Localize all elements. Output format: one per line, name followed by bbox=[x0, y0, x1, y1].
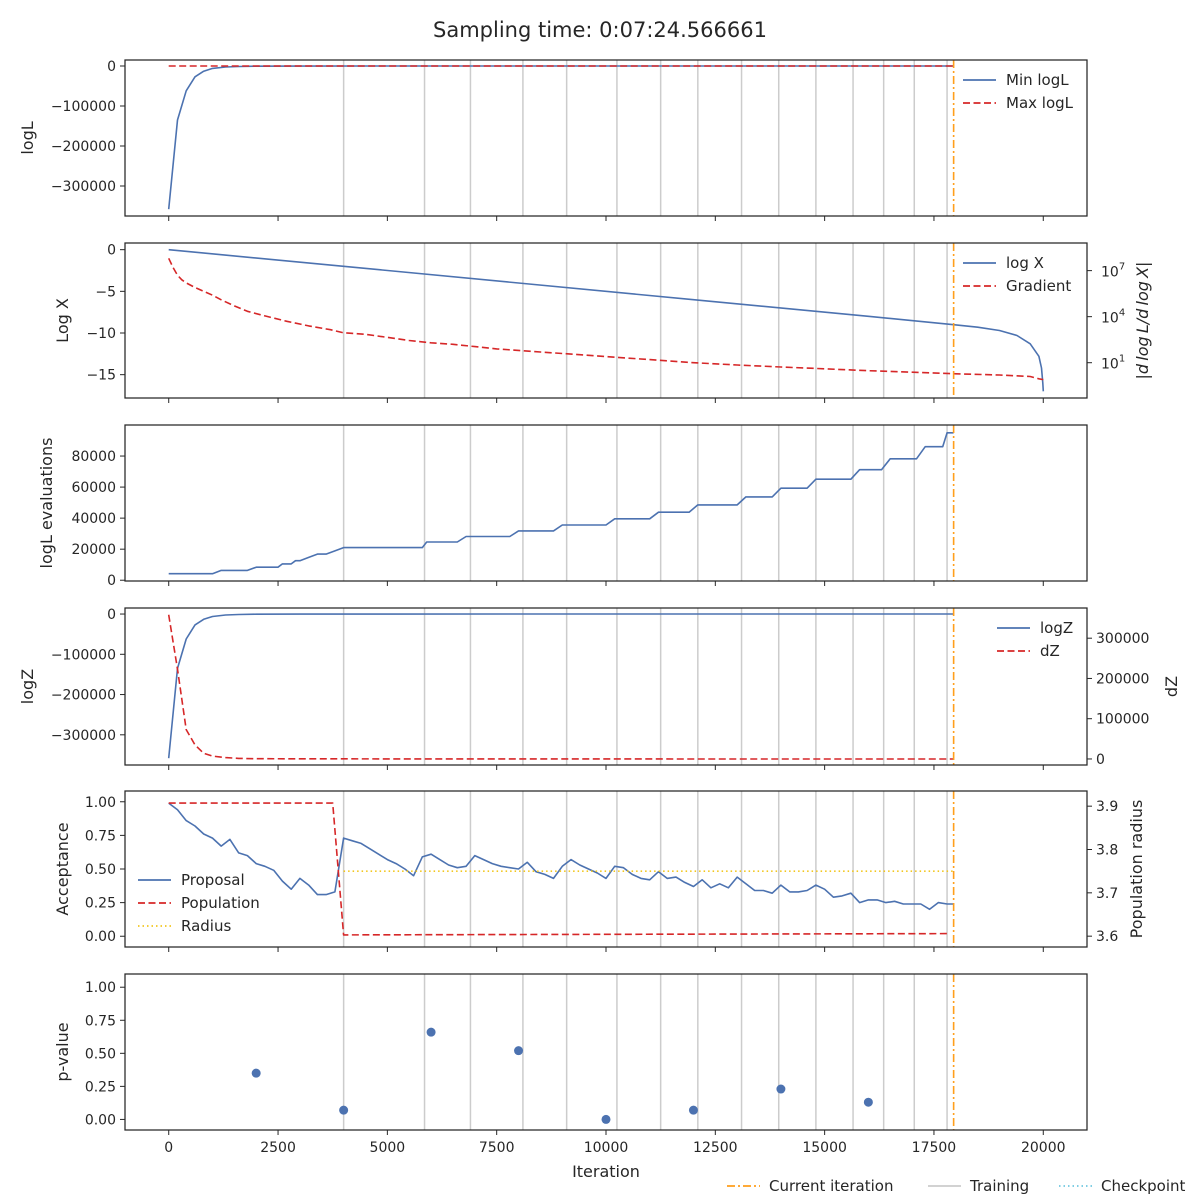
x-tick-label: 15000 bbox=[802, 1140, 847, 1156]
panel-pvalue: 0.00 0.25 0.50 0.75 1.00 0 2500 5000 7500 10000 12… bbox=[53, 973, 1088, 1181]
series-line-log-x bbox=[168, 248, 1045, 392]
series-line-dz bbox=[167, 614, 954, 760]
y-axis-label: logL evaluations bbox=[37, 438, 56, 569]
series-line-logz bbox=[167, 613, 954, 759]
y-tick-label: 0.50 bbox=[85, 1046, 116, 1062]
legend-label: Training bbox=[969, 1177, 1029, 1195]
data-point bbox=[863, 1097, 873, 1107]
y-axis-label: p-value bbox=[53, 1022, 72, 1081]
x-tick-label: 7500 bbox=[479, 1140, 515, 1156]
data-point bbox=[601, 1114, 611, 1124]
y-tick-label: 0.25 bbox=[85, 896, 116, 912]
panel-acceptance: 0.00 0.25 0.50 0.75 1.00 3.6 3.7 3.8 3.9 Acceptan… bbox=[53, 790, 1146, 952]
axes-frame bbox=[124, 242, 1088, 399]
y-tick-label: 0.00 bbox=[85, 1112, 116, 1128]
y-tick-label: −5 bbox=[95, 284, 116, 300]
y-tick-label: 40000 bbox=[71, 511, 116, 527]
y-tick-label: 0 bbox=[107, 59, 116, 75]
x-tick-label: 10000 bbox=[584, 1140, 629, 1156]
y-tick-label: 1.00 bbox=[85, 795, 116, 811]
data-point bbox=[776, 1084, 786, 1094]
legend-label: Current iteration bbox=[769, 1177, 893, 1195]
legend-label: dZ bbox=[1040, 642, 1060, 660]
legend-label: Proposal bbox=[181, 871, 245, 889]
x-axis-label: Iteration bbox=[572, 1162, 640, 1181]
y-tick-label: −300000 bbox=[51, 179, 116, 195]
y-tick-label: −100000 bbox=[51, 647, 116, 663]
y-tick-label: −15 bbox=[86, 368, 116, 384]
y2-axis-label: dZ bbox=[1162, 676, 1181, 697]
legend-label: Checkpoint bbox=[1101, 1177, 1186, 1195]
data-point bbox=[339, 1105, 349, 1115]
data-point bbox=[251, 1068, 261, 1078]
y-tick-label: 0 bbox=[107, 243, 116, 259]
legend-label: log X bbox=[1006, 254, 1044, 272]
axes-frame bbox=[124, 607, 1088, 766]
y-tick-label: 0.75 bbox=[85, 828, 116, 844]
x-tick-label: 2500 bbox=[260, 1140, 296, 1156]
y2-tick-label: 300000 bbox=[1096, 631, 1149, 647]
y-tick-label: 60000 bbox=[71, 480, 116, 496]
series-line-main bbox=[168, 431, 954, 575]
series-line-population bbox=[168, 802, 948, 936]
series-line-gradient bbox=[167, 257, 1044, 381]
x-tick-label: 17500 bbox=[912, 1140, 957, 1156]
legend-label: Min logL bbox=[1006, 71, 1069, 89]
y-tick-label: −10 bbox=[86, 326, 116, 342]
y2-axis-label: |d log L/d log X| bbox=[1133, 262, 1152, 380]
y2-tick-label: 3.9 bbox=[1096, 799, 1118, 815]
y-tick-label: 0.50 bbox=[85, 862, 116, 878]
panel-logX: 0 −5 −10 −15 107 104 101 Log X |d log L/d log X|… bbox=[53, 242, 1152, 403]
y2-tick-label: 3.7 bbox=[1096, 886, 1118, 902]
y2-tick-label: 101 bbox=[1101, 354, 1125, 373]
y-axis-label: logZ bbox=[18, 669, 37, 704]
legend-label: Radius bbox=[181, 917, 231, 935]
panel-logZ: 0 −100000 −200000 −300000 0 100000 200000 30000… bbox=[18, 607, 1181, 770]
y-tick-label: 0.00 bbox=[85, 929, 116, 945]
y-axis-label: logL bbox=[18, 121, 37, 154]
figure-legend: Current iteration Training Checkpoint bbox=[727, 1177, 1186, 1195]
data-point bbox=[688, 1105, 698, 1115]
y2-tick-label: 104 bbox=[1101, 308, 1125, 327]
data-point bbox=[426, 1027, 436, 1037]
figure-title: Sampling time: 0:07:24.566661 bbox=[433, 18, 767, 42]
x-tick-label: 0 bbox=[164, 1140, 173, 1156]
y-tick-label: 0.75 bbox=[85, 1013, 116, 1029]
data-point bbox=[514, 1046, 524, 1056]
legend-label: Gradient bbox=[1006, 277, 1071, 295]
y2-tick-label: 0 bbox=[1096, 752, 1105, 768]
y-tick-label: 80000 bbox=[71, 449, 116, 465]
series-line-min-logl bbox=[167, 65, 954, 210]
x-tick-label: 20000 bbox=[1021, 1140, 1066, 1156]
y2-tick-label: 107 bbox=[1101, 262, 1125, 281]
x-tick-label: 5000 bbox=[370, 1140, 406, 1156]
y-axis-label: Log X bbox=[53, 298, 72, 343]
axes-frame bbox=[124, 973, 1088, 1131]
legend-label: Max logL bbox=[1006, 94, 1074, 112]
y-tick-label: 0 bbox=[107, 607, 116, 623]
y2-axis-label: Population radius bbox=[1127, 800, 1146, 939]
y-tick-label: 20000 bbox=[71, 542, 116, 558]
panel-evaluations: 0 20000 40000 60000 80000 logL evaluations bbox=[37, 424, 1088, 589]
y-tick-label: 0.25 bbox=[85, 1079, 116, 1095]
axes-frame bbox=[124, 59, 1088, 217]
legend-label: Population bbox=[181, 894, 260, 912]
y-tick-label: −200000 bbox=[51, 688, 116, 704]
y-tick-label: 1.00 bbox=[85, 980, 116, 996]
panel-logL: 0 −100000 −200000 −300000 logL Min logL Max lo… bbox=[18, 59, 1088, 221]
y2-tick-label: 100000 bbox=[1096, 712, 1149, 728]
axes-frame bbox=[124, 424, 1088, 582]
y2-tick-label: 200000 bbox=[1096, 671, 1149, 687]
y-tick-label: −200000 bbox=[51, 139, 116, 155]
series-line-proposal bbox=[168, 802, 954, 911]
y2-tick-label: 3.8 bbox=[1096, 843, 1118, 859]
y2-tick-label: 3.6 bbox=[1096, 929, 1118, 945]
legend-label: logZ bbox=[1040, 619, 1073, 637]
y-tick-label: 0 bbox=[107, 573, 116, 589]
y-axis-label: Acceptance bbox=[53, 822, 72, 915]
x-tick-label: 12500 bbox=[693, 1140, 738, 1156]
y-tick-label: −300000 bbox=[51, 728, 116, 744]
y-tick-label: −100000 bbox=[51, 99, 116, 115]
